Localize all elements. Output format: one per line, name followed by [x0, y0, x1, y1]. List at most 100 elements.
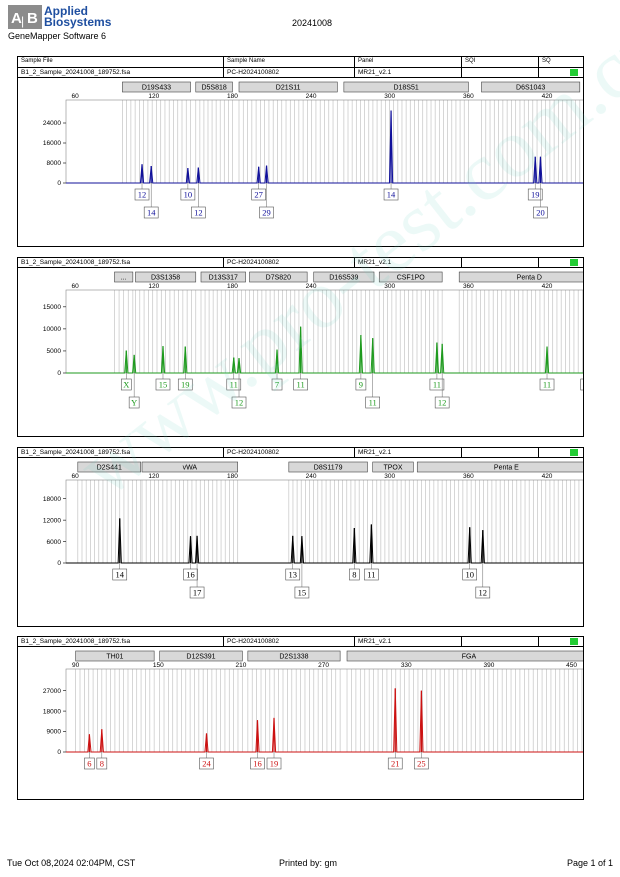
- locus-label: ...: [121, 275, 127, 282]
- allele-call: Y: [128, 373, 140, 409]
- allele-call: 11: [365, 373, 380, 409]
- allele-box: [355, 378, 367, 391]
- allele-call: 14: [143, 183, 159, 219]
- sample-name: PC-H2024100802: [227, 69, 280, 76]
- allele-box: [434, 396, 450, 409]
- x-tick-label: 300: [384, 283, 395, 290]
- x-tick-label: 180: [227, 283, 238, 290]
- allele-box: [189, 586, 205, 599]
- brand-name: Applied Biosystems: [44, 5, 112, 29]
- allele-label: 11: [543, 380, 551, 390]
- allele-box: [429, 378, 445, 391]
- allele-label: 19: [531, 190, 540, 200]
- allele-box: [259, 206, 274, 219]
- y-tick-label: 6000: [47, 539, 62, 546]
- x-tick-label: 150: [153, 662, 164, 669]
- allele-box: [128, 396, 140, 409]
- allele-call: 6: [84, 752, 95, 770]
- allele-label: 29: [262, 208, 271, 218]
- allele-call: 12: [475, 563, 491, 599]
- col-sq: SQ: [542, 58, 551, 64]
- x-tick-label: 420: [542, 473, 553, 480]
- y-tick-label: 16000: [43, 140, 61, 147]
- brand-line-2: Biosystems: [44, 15, 112, 29]
- y-tick-label: 5000: [47, 348, 62, 355]
- allele-box: [475, 586, 491, 599]
- sample-name: PC-H2024100802: [227, 638, 280, 645]
- locus-marker: Penta E: [416, 461, 583, 473]
- allele-call: 16: [183, 563, 198, 581]
- allele-label: Y: [131, 398, 137, 408]
- electropherogram-panel-green: B1_2_Sample_20241008_189752.fsa PC-H20241…: [17, 257, 584, 437]
- allele-box: [266, 757, 282, 770]
- allele-label: 14: [115, 570, 124, 580]
- y-tick-label: 0: [57, 749, 61, 756]
- locus-bin: [77, 461, 142, 473]
- allele-call: 15: [155, 373, 171, 391]
- x-tick-label: 90: [72, 662, 80, 669]
- locus-marker: D13S317: [200, 271, 246, 283]
- locus-label: TPOX: [383, 465, 402, 472]
- locus-bin: [75, 650, 155, 662]
- allele-box: [414, 757, 429, 770]
- locus-bin: [378, 271, 443, 283]
- locus-marker: D18S51: [343, 81, 469, 93]
- x-tick-label: 420: [542, 93, 553, 100]
- locus-bin: [238, 81, 338, 93]
- x-tick-label: 390: [483, 662, 494, 669]
- allele-box: [349, 568, 360, 581]
- locus-label: D8S1179: [314, 465, 343, 472]
- y-tick-label: 18000: [43, 496, 61, 503]
- allele-box: [533, 206, 548, 219]
- signal-trace: [66, 326, 583, 374]
- x-tick-label: 240: [306, 283, 317, 290]
- locus-marker: ...: [114, 271, 134, 283]
- allele-call: 10: [180, 183, 196, 201]
- allele-label: 19: [270, 759, 279, 769]
- locus-bin: [458, 271, 583, 283]
- y-tick-label: 15000: [43, 304, 61, 311]
- locus-bin: [135, 271, 197, 283]
- allele-label: 11: [367, 570, 375, 580]
- allele-box: [96, 757, 108, 770]
- y-tick-label: 0: [57, 560, 61, 567]
- allele-label: 11: [230, 380, 238, 390]
- allele-label: 19: [181, 380, 190, 390]
- x-tick-label: 180: [227, 473, 238, 480]
- allele-label: 9: [359, 380, 363, 390]
- locus-bin: [288, 461, 368, 473]
- allele-label: 11: [297, 380, 305, 390]
- allele-call: 9: [355, 373, 367, 391]
- col-sample-name: Sample Name: [227, 58, 266, 64]
- allele-box: [462, 568, 477, 581]
- allele-call: 11: [293, 373, 308, 391]
- x-tick-label: 120: [148, 473, 159, 480]
- electropherogram-chart: D2S441 vWA D8S1179 TPOX Penta E60 120 180 240 30…: [43, 461, 583, 599]
- locus-label: Penta D: [517, 275, 542, 282]
- locus-bin: [343, 81, 469, 93]
- svg-text:B: B: [27, 10, 38, 27]
- signal-trace: [66, 518, 583, 564]
- locus-label: Penta E: [494, 465, 519, 472]
- locus-marker: D3S1358: [135, 271, 197, 283]
- plot-frame: [65, 668, 583, 753]
- locus-bin: [346, 650, 583, 662]
- locus-marker: D6S1043: [481, 81, 581, 93]
- allele-label: 17: [193, 588, 202, 598]
- locus-label: TH01: [106, 654, 123, 661]
- allele-call: 27: [251, 183, 266, 201]
- locus-label: D2S441: [97, 465, 122, 472]
- electropherogram-panel-red: B1_2_Sample_20241008_189752.fsa PC-H20241…: [17, 636, 584, 800]
- sample-file: B1_2_Sample_20241008_189752.fsa: [21, 69, 131, 76]
- electropherogram-panel-blue: B1_2_Sample_20241008_189752.fsa PC-H20241…: [17, 67, 584, 247]
- sizing-quality-indicator: [570, 638, 578, 645]
- locus-marker: D7S820: [249, 271, 308, 283]
- allele-box: [251, 188, 266, 201]
- allele-label: 15: [159, 380, 168, 390]
- allele-box: [250, 757, 265, 770]
- allele-label: 27: [254, 190, 263, 200]
- allele-box: [293, 378, 308, 391]
- x-tick-label: 270: [318, 662, 329, 669]
- locus-label: FGA: [462, 654, 477, 661]
- allele-box: [294, 586, 310, 599]
